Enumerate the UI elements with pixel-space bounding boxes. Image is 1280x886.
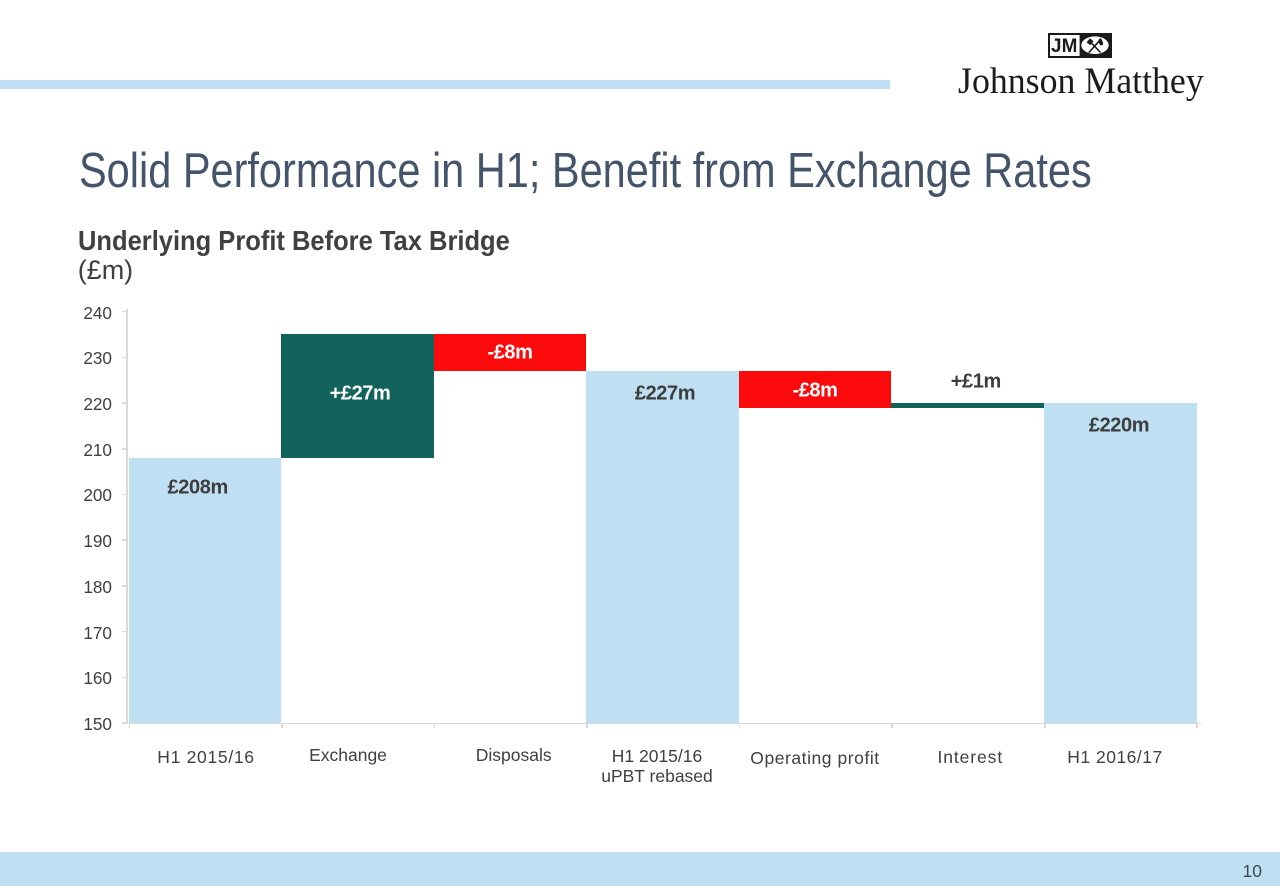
svg-text:JM: JM	[1051, 35, 1077, 57]
